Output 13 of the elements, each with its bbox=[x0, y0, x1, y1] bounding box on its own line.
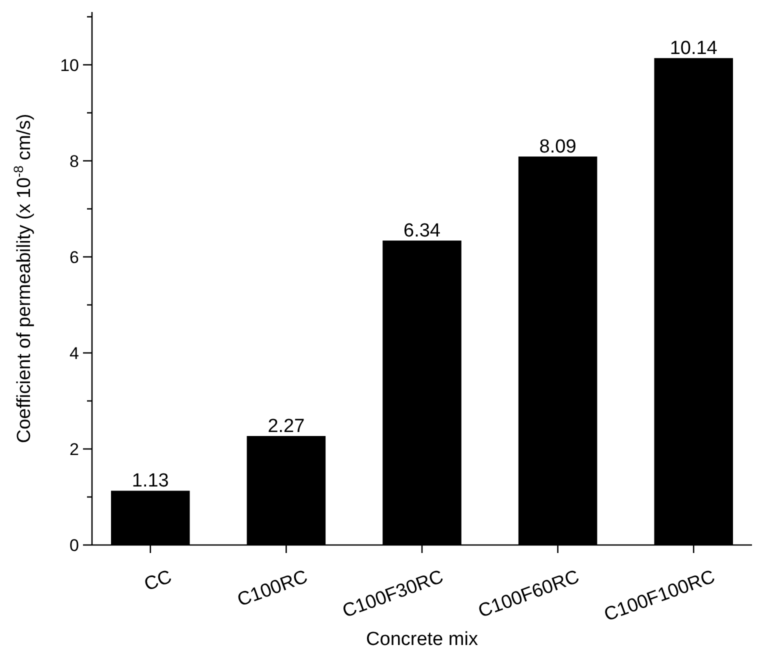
data-label: 8.09 bbox=[539, 136, 576, 158]
y-tick-label: 8 bbox=[70, 152, 79, 171]
data-label: 1.13 bbox=[132, 470, 169, 492]
y-tick-label: 6 bbox=[70, 248, 79, 267]
data-label: 2.27 bbox=[268, 416, 305, 437]
y-tick-label: 0 bbox=[70, 536, 79, 555]
data-label: 10.14 bbox=[670, 38, 718, 60]
y-tick-label: 4 bbox=[70, 344, 79, 363]
y-tick-label: 2 bbox=[70, 440, 79, 459]
x-axis-title: Concrete mix bbox=[366, 629, 478, 650]
y-tick-label: 10 bbox=[60, 56, 79, 75]
data-label: 6.34 bbox=[404, 220, 441, 242]
x-tick-label: CC bbox=[142, 566, 175, 596]
